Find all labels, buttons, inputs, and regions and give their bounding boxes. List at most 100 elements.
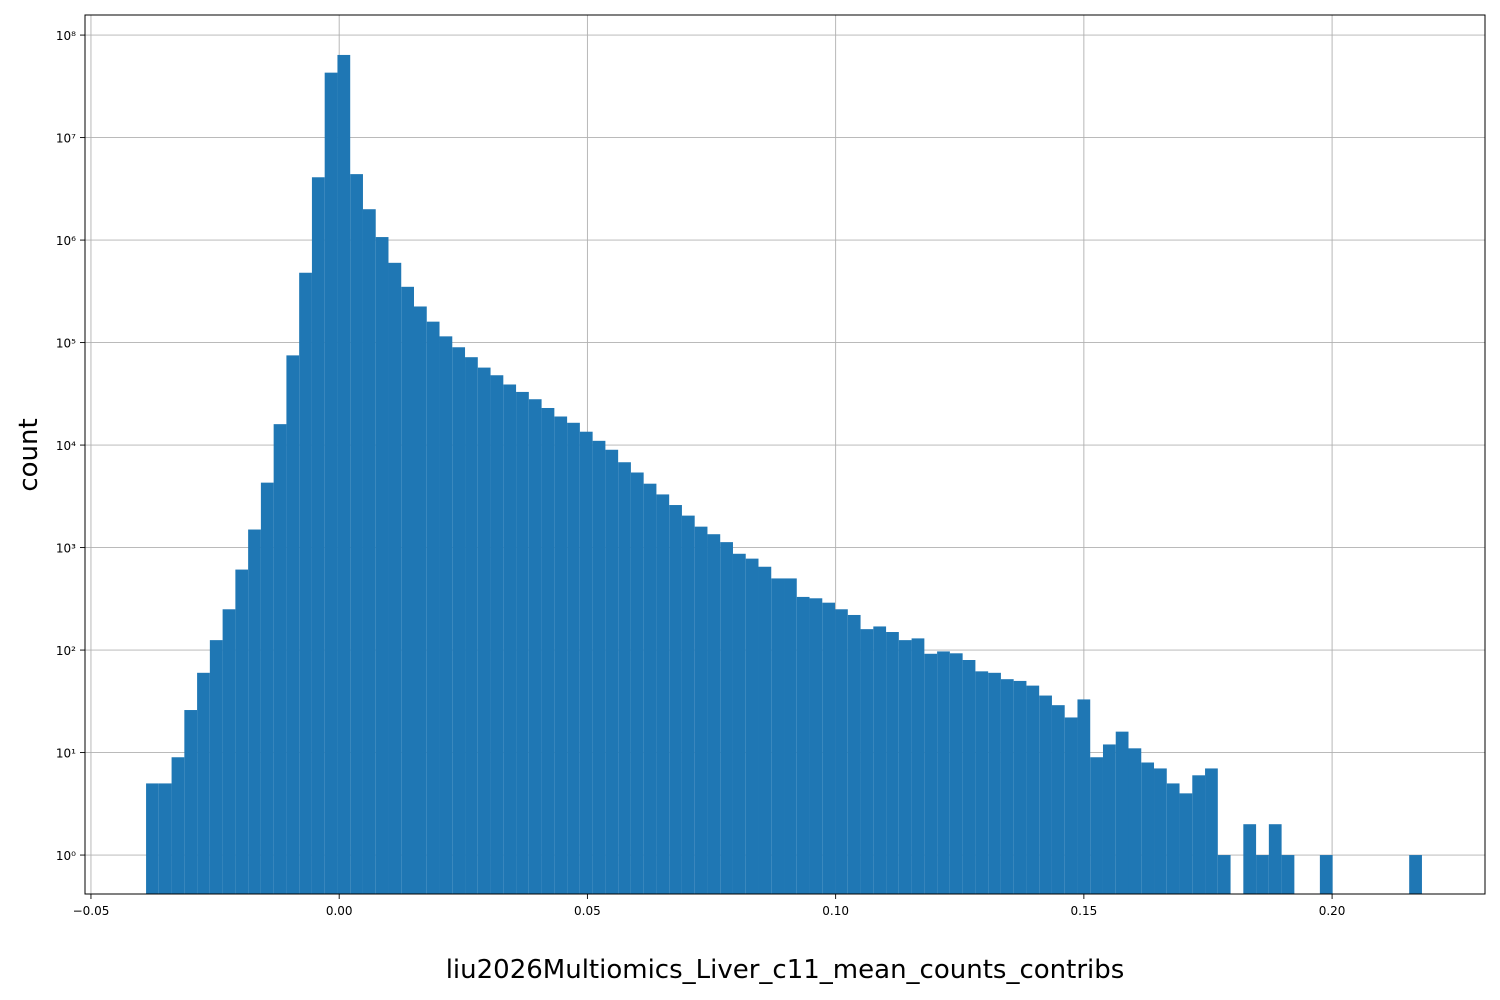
y-tick-label: 10⁶ <box>56 234 76 248</box>
bar <box>1154 768 1167 894</box>
bar <box>299 272 312 894</box>
bar <box>426 321 440 894</box>
bar <box>1051 705 1065 894</box>
plot-frame <box>84 14 1486 895</box>
bar <box>835 609 848 894</box>
bar <box>873 626 887 894</box>
bar <box>388 262 402 894</box>
bar <box>898 640 912 894</box>
bar <box>707 534 721 894</box>
bar <box>1026 685 1040 894</box>
bar <box>337 54 351 894</box>
bar <box>720 542 733 894</box>
bar <box>286 355 300 894</box>
bar <box>784 578 797 894</box>
bar <box>745 558 759 894</box>
bar <box>758 566 772 894</box>
bar <box>362 209 376 895</box>
bar <box>911 638 925 894</box>
x-tick-label: 0.20 <box>1319 904 1346 918</box>
bar <box>669 505 682 894</box>
bar <box>1217 855 1231 894</box>
bar <box>554 416 568 894</box>
bar <box>1409 855 1422 894</box>
x-tick-label: 0.00 <box>326 904 353 918</box>
bar <box>222 609 236 894</box>
bar <box>860 629 874 894</box>
bar <box>541 407 555 894</box>
bar <box>618 462 631 894</box>
bar <box>605 449 619 894</box>
bar <box>516 391 529 894</box>
y-tick-label: 10⁴ <box>56 439 76 453</box>
bar <box>209 640 223 894</box>
bar <box>1268 824 1282 894</box>
bar <box>235 569 249 894</box>
bar <box>171 757 185 894</box>
bar <box>158 783 172 894</box>
y-tick-label: 10¹ <box>56 747 76 761</box>
bar <box>1102 744 1116 894</box>
bar <box>1090 757 1103 894</box>
bar <box>1039 695 1052 894</box>
bar <box>656 494 670 894</box>
x-axis-label: liu2026Multiomics_Liver_c11_mean_counts_… <box>446 955 1125 985</box>
y-tick-label: 10⁷ <box>56 132 76 146</box>
bar <box>1141 762 1155 894</box>
bar <box>1179 793 1193 894</box>
bar <box>273 424 287 894</box>
bar <box>184 710 198 894</box>
bar <box>1319 855 1333 894</box>
y-tick-label: 10⁸ <box>56 29 76 43</box>
bar <box>414 306 427 894</box>
x-tick-label: 0.10 <box>822 904 849 918</box>
bar <box>477 367 491 895</box>
y-axis-label: count <box>14 418 44 491</box>
bar <box>465 357 478 894</box>
bar <box>643 483 657 894</box>
bar <box>822 602 836 894</box>
bar <box>732 553 746 894</box>
bar <box>452 347 466 894</box>
bar <box>248 529 261 894</box>
bar <box>311 177 325 894</box>
bar <box>592 440 606 894</box>
bar <box>630 472 644 894</box>
bar <box>847 614 861 894</box>
bar <box>924 653 938 894</box>
bar <box>1115 731 1129 894</box>
y-tick-label: 10³ <box>56 542 76 556</box>
bar <box>1000 679 1014 894</box>
x-tick-label: 0.15 <box>1071 904 1098 918</box>
bar <box>949 653 963 894</box>
bar <box>937 651 950 894</box>
bar <box>962 660 976 894</box>
y-tick-label: 10² <box>56 644 76 658</box>
y-tick-label: 10⁵ <box>56 337 76 351</box>
bar <box>1205 768 1218 894</box>
bar <box>796 596 810 894</box>
bar <box>809 598 823 894</box>
bar <box>197 672 210 894</box>
bar <box>988 672 1001 894</box>
bar <box>1256 855 1269 894</box>
bar <box>1166 783 1180 894</box>
bar <box>694 526 708 894</box>
y-tick-label: 10⁰ <box>56 849 76 863</box>
bar <box>1013 680 1027 894</box>
bar <box>975 671 989 894</box>
bar <box>1243 824 1257 894</box>
bar <box>490 375 504 894</box>
bar <box>439 336 453 894</box>
bar <box>1192 775 1206 894</box>
x-tick-label: −0.05 <box>73 904 110 918</box>
bar <box>350 174 363 895</box>
bar <box>146 783 159 894</box>
bar <box>771 578 785 894</box>
bar <box>886 632 899 894</box>
x-tick-label: 0.05 <box>574 904 601 918</box>
bar <box>579 431 593 894</box>
bar <box>1077 699 1091 894</box>
bar <box>1128 748 1142 894</box>
